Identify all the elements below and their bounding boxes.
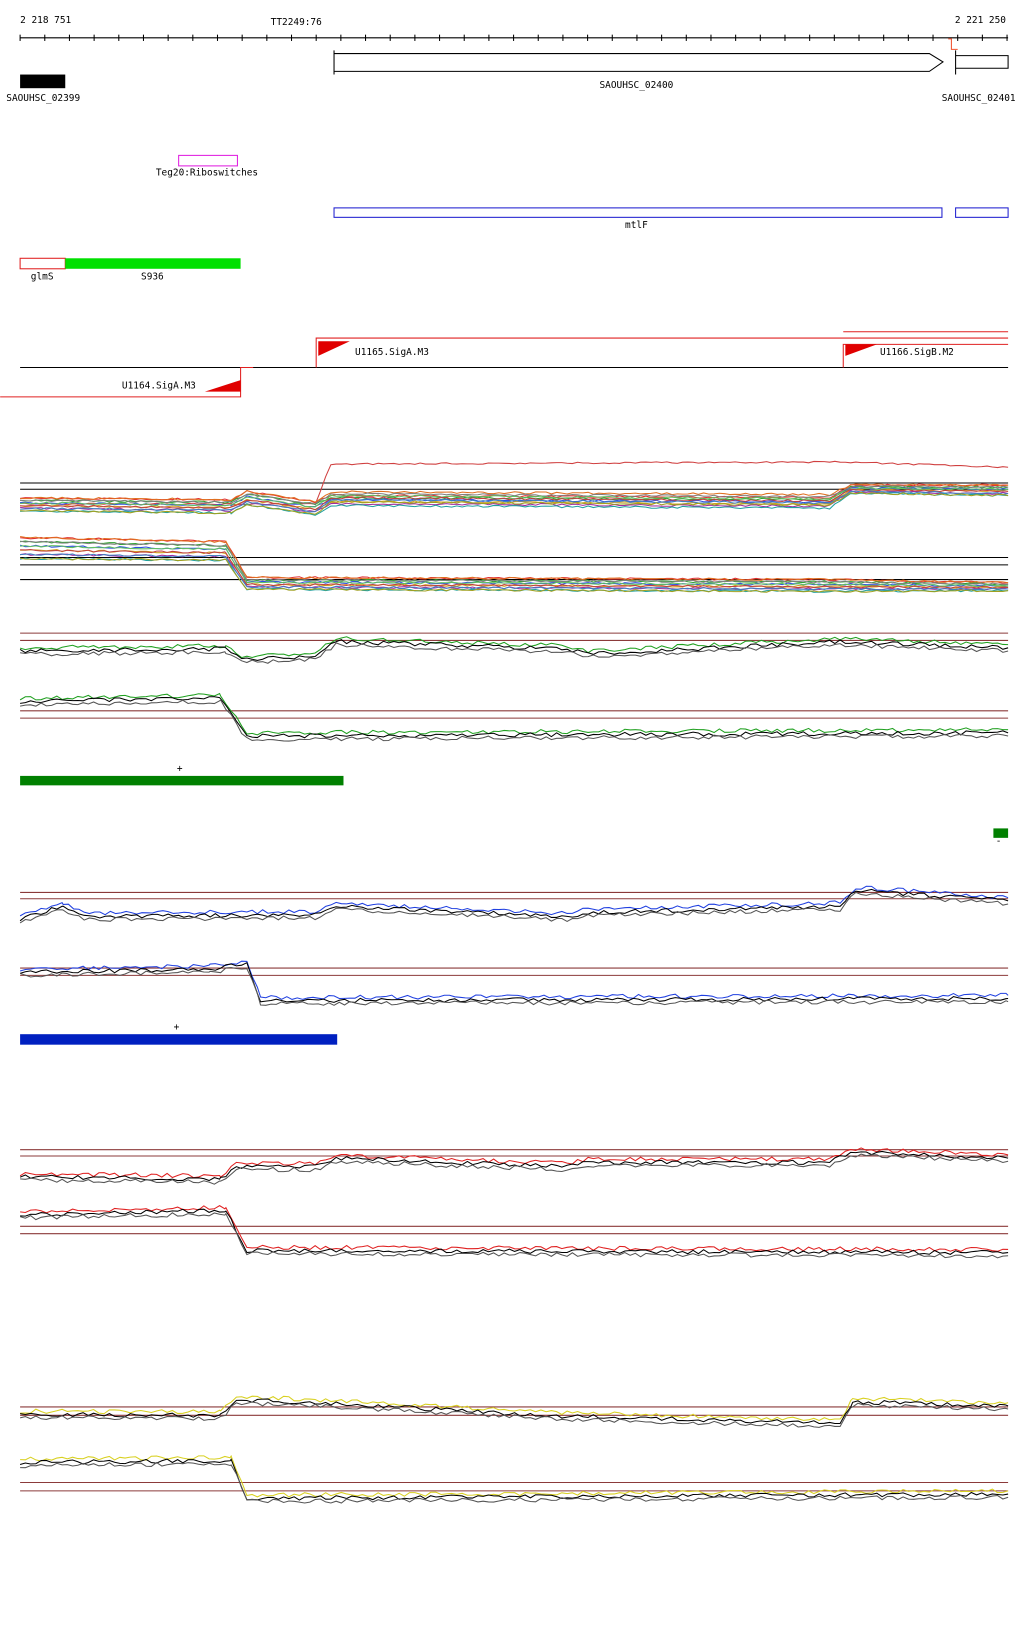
feature-box bbox=[65, 258, 241, 269]
feature-label: S936 bbox=[141, 271, 164, 282]
features: Teg20:Riboswitches mtlF glmS S936 bbox=[19, 154, 1009, 282]
profile-line bbox=[20, 1153, 1009, 1185]
strand-bar bbox=[20, 775, 344, 786]
profile-line bbox=[20, 545, 1009, 588]
profile-line bbox=[19, 639, 1009, 661]
gene-label: SAOUHSC_02399 bbox=[6, 93, 80, 104]
profile-line bbox=[20, 642, 1009, 664]
operon-box bbox=[955, 207, 1009, 218]
profile-line bbox=[20, 1205, 1009, 1252]
marker-tick bbox=[948, 38, 958, 50]
profile-line bbox=[20, 490, 1009, 513]
profile-line bbox=[20, 1398, 1009, 1425]
profile-line bbox=[20, 488, 1009, 511]
profile-line bbox=[19, 1150, 1009, 1182]
feature-label: glmS bbox=[31, 271, 54, 282]
gene-box bbox=[955, 50, 1009, 75]
ruler: 2 218 751 2 221 250 TT2249:76 bbox=[19, 15, 1009, 50]
feature-label: Teg20:Riboswitches bbox=[156, 167, 258, 178]
profile-line bbox=[20, 1454, 1009, 1498]
profile-line bbox=[19, 1401, 1009, 1428]
profile-line bbox=[20, 549, 1009, 589]
profile-line bbox=[19, 961, 1009, 1003]
gene-box bbox=[20, 74, 66, 89]
profile-line bbox=[19, 960, 1009, 1000]
profile-line bbox=[20, 1208, 1009, 1255]
profile-line bbox=[20, 1461, 1009, 1504]
profile-line bbox=[20, 540, 1009, 586]
profile-line bbox=[20, 485, 1009, 505]
strand-label: - bbox=[996, 836, 1002, 847]
promoter-line bbox=[315, 337, 1009, 368]
profile-line bbox=[20, 1395, 1009, 1422]
genes: SAOUHSC_02399 SAOUHSC_02400 SAOUHSC_0240… bbox=[6, 50, 1016, 104]
gene-label: SAOUHSC_02401 bbox=[942, 93, 1016, 104]
profile-line bbox=[20, 553, 1009, 591]
operon-box bbox=[333, 207, 943, 218]
promoter-flag bbox=[845, 344, 877, 356]
profile-line bbox=[20, 696, 1009, 739]
profile-line bbox=[19, 891, 1009, 924]
profile-line bbox=[19, 1212, 1009, 1259]
promoter-flag bbox=[204, 380, 241, 392]
promoter-label: U1164.SigA.M3 bbox=[122, 380, 196, 391]
promoter-label: U1165.SigA.M3 bbox=[355, 347, 429, 358]
profile-line bbox=[19, 885, 1009, 917]
profile-line bbox=[20, 487, 1009, 508]
profile-line bbox=[20, 489, 1009, 513]
profile-line bbox=[19, 1458, 1009, 1501]
promoter-flag bbox=[318, 341, 350, 356]
profile-line bbox=[19, 692, 1009, 736]
strand-label: + bbox=[177, 764, 183, 775]
strand-bars: + - + bbox=[20, 764, 1009, 1045]
promoters: U1165.SigA.M3 U1166.SigB.M2 U1164.SigA.M… bbox=[0, 331, 1009, 398]
profile-line bbox=[19, 1147, 1009, 1179]
feature-label: mtlF bbox=[625, 220, 648, 231]
gene-arrow bbox=[333, 50, 944, 75]
profile-line bbox=[20, 540, 1009, 586]
riboswitch-box bbox=[178, 154, 238, 167]
profile-line bbox=[20, 491, 1009, 515]
profiles bbox=[19, 460, 1009, 1504]
profile-line bbox=[20, 535, 1009, 584]
strand-bar bbox=[20, 1034, 338, 1045]
feature-box bbox=[19, 257, 66, 270]
profile-line bbox=[19, 966, 1009, 1006]
ruler-start: 2 218 751 bbox=[20, 15, 71, 26]
profile-line bbox=[19, 888, 1009, 922]
profile-line bbox=[20, 492, 1009, 516]
profile-line bbox=[19, 636, 1009, 659]
profile-line bbox=[20, 699, 1009, 742]
ruler-marker: TT2249:76 bbox=[271, 17, 322, 28]
promoter-label: U1166.SigB.M2 bbox=[880, 347, 954, 358]
promoter-line bbox=[842, 343, 1009, 368]
strand-label: + bbox=[174, 1022, 180, 1033]
gene-label: SAOUHSC_02400 bbox=[599, 80, 673, 91]
profile-line bbox=[20, 557, 1009, 593]
profile-line bbox=[20, 460, 1009, 506]
ruler-end: 2 221 250 bbox=[955, 15, 1006, 26]
strand-bar bbox=[993, 828, 1009, 838]
profile-line bbox=[20, 483, 1009, 503]
